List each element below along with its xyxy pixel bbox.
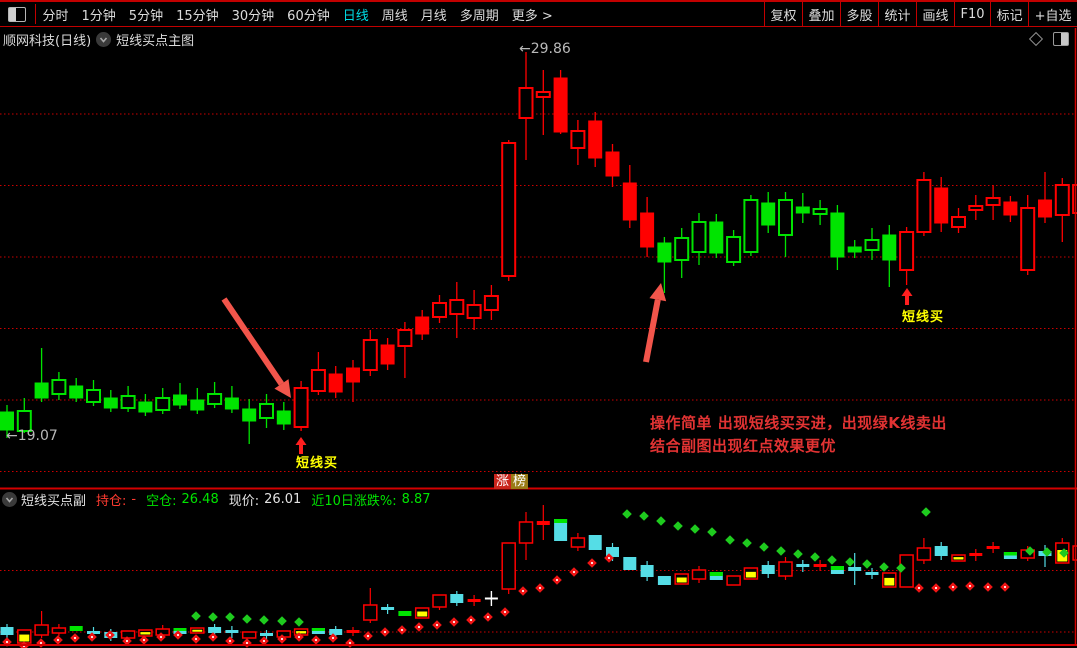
menu-right: 复权 叠加 多股 统计 画线 F10 标记 +自选: [763, 2, 1077, 26]
toolbar-button-2[interactable]: 多股: [840, 2, 878, 26]
low-price-label: ←19.07: [6, 428, 58, 444]
toolbar-button-5[interactable]: F10: [954, 2, 990, 26]
badge-char-2: 榜: [511, 474, 529, 489]
toolbar-button-3[interactable]: 统计: [878, 2, 916, 26]
buy-signal-label-1: 短线买: [296, 456, 339, 471]
range-value: 8.87: [401, 491, 431, 507]
high-price-label: ←29.86: [519, 41, 571, 57]
sub-chart-header: 短线买点副 持仓: - 空仓: 26.48 现价: 26.01 近10日涨跌%:…: [0, 490, 431, 509]
window-panel-icon[interactable]: [8, 6, 26, 22]
toolbar-button-4[interactable]: 画线: [916, 2, 954, 26]
split-window-icon[interactable]: [1053, 32, 1069, 46]
period-tab-9[interactable]: 多周期: [459, 8, 499, 24]
period-tab-8[interactable]: 月线: [420, 8, 447, 24]
chevron-down-icon[interactable]: [2, 491, 17, 507]
chevron-down-icon[interactable]: [96, 31, 112, 47]
empty-label: 空仓:: [146, 493, 177, 509]
buy-signal-label-2: 短线买: [902, 310, 945, 325]
period-tab-2[interactable]: 5分钟: [128, 8, 164, 24]
hold-value: -: [131, 491, 137, 507]
empty-value: 26.48: [181, 491, 219, 507]
period-tab-4[interactable]: 30分钟: [231, 8, 275, 24]
hold-label: 持仓:: [96, 493, 127, 509]
toolbar-button-6[interactable]: 标记: [990, 2, 1028, 26]
strategy-note-line2: 结合副图出现红点效果更优: [650, 437, 837, 455]
menu-separator: [35, 4, 36, 24]
period-tab-3[interactable]: 15分钟: [176, 8, 219, 24]
badge-char-1: 涨: [494, 474, 512, 489]
price-label: 现价:: [228, 493, 260, 509]
toolbar-button-1[interactable]: 叠加: [801, 2, 840, 26]
stock-title: 顺网科技(日线): [3, 33, 92, 49]
range-label: 近10日涨跌%:: [311, 493, 397, 509]
diamond-icon[interactable]: [1028, 31, 1044, 47]
period-tab-7[interactable]: 周线: [381, 8, 408, 24]
marquee-badge: 涨 榜: [494, 474, 529, 489]
chart-title-row: 顺网科技(日线) 短线买点主图: [0, 29, 1077, 49]
period-tab-10[interactable]: 更多 >: [511, 8, 553, 24]
strategy-note: 操作简单 出现短线买买进，出现绿K线卖出 结合副图出现红点效果更优: [650, 412, 947, 458]
period-tab-1[interactable]: 1分钟: [81, 8, 116, 24]
toolbar-button-0[interactable]: 复权: [763, 2, 802, 26]
strategy-note-line1: 操作简单 出现短线买买进，出现绿K线卖出: [650, 414, 947, 432]
main-indicator-title: 短线买点主图: [116, 33, 195, 49]
toolbar-button-7[interactable]: +自选: [1028, 2, 1077, 26]
menu-left: 分时 1分钟 5分钟 15分钟 30分钟 60分钟 日线 周线 月线 多周期 更多 >: [36, 2, 559, 26]
period-tab-5[interactable]: 60分钟: [287, 8, 330, 24]
period-tab-6[interactable]: 日线: [342, 8, 369, 24]
price-value: 26.01: [264, 491, 302, 507]
period-tab-0[interactable]: 分时: [42, 8, 69, 24]
top-menu-bar: 分时 1分钟 5分钟 15分钟 30分钟 60分钟 日线 周线 月线 多周期 更多 > 复权 叠加 多股…: [0, 0, 1077, 27]
sub-indicator-title: 短线买点副: [21, 493, 87, 509]
